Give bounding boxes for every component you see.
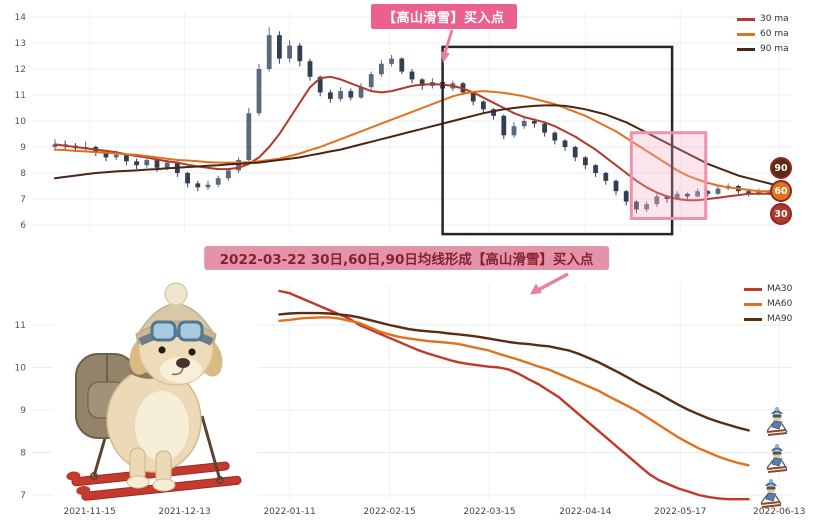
svg-text:8: 8 — [20, 169, 26, 179]
legend-label: 90 ma — [760, 44, 789, 54]
ma90-line-swatch — [737, 48, 755, 51]
highlight-box-dark — [441, 45, 674, 236]
svg-text:6: 6 — [20, 221, 26, 231]
signal-banner: 2022-03-22 30日,60日,90日均线形成【高山滑雪】买入点 — [203, 246, 610, 270]
ma90-line-swatch — [744, 318, 762, 321]
skier-icon — [764, 443, 790, 473]
badge-ma30: 30 — [770, 203, 792, 225]
x-axis-label: 2022-06-13 — [753, 507, 805, 517]
ma30-line-swatch — [744, 288, 762, 291]
ma-line-60ma — [54, 90, 781, 194]
x-axis-label: 2022-05-17 — [654, 507, 706, 517]
legend-label: 60 ma — [760, 29, 789, 39]
ma30-line-swatch — [737, 18, 755, 21]
svg-text:7: 7 — [20, 195, 26, 205]
ski-dog-drawing — [52, 270, 258, 502]
svg-text:8: 8 — [20, 449, 26, 459]
ma-line-90ma — [54, 104, 781, 187]
top-price-chart: 6 7 8 9 10 11 12 13 14 — [15, 12, 792, 236]
legend-item: 90 ma — [737, 44, 789, 55]
top-chart-legend: 30 ma 60 ma 90 ma — [737, 14, 789, 55]
x-axis-label: 2021-12-13 — [158, 507, 210, 517]
legend-item: 60 ma — [737, 29, 789, 40]
skier-icon — [764, 406, 790, 436]
ma-line-MA90 — [278, 311, 750, 432]
buy-label-arrowhead — [440, 51, 450, 63]
bottom-chart-legend: MA30 MA60 MA90 — [744, 284, 792, 325]
x-axis-label: 2022-04-14 — [559, 507, 612, 517]
buy-point-label: 【高山滑雪】买入点 — [371, 4, 517, 29]
ma60-line-swatch — [737, 33, 755, 36]
ma-line-30ma — [54, 75, 781, 202]
x-axis-label: 2022-01-11 — [263, 507, 315, 517]
legend-label: 30 ma — [760, 14, 789, 24]
svg-text:10: 10 — [15, 364, 27, 374]
svg-text:11: 11 — [15, 91, 26, 101]
x-axis-label: 2022-02-15 — [363, 507, 415, 517]
legend-label: MA30 — [767, 284, 793, 294]
ma-line-MA60 — [278, 316, 750, 467]
ma60-line-swatch — [744, 303, 762, 306]
skier-icon — [758, 478, 784, 508]
legend-item: MA30 — [744, 284, 792, 295]
ma-line-MA30 — [278, 289, 750, 501]
highlight-box-pink — [629, 131, 708, 220]
svg-text:9: 9 — [20, 143, 26, 153]
svg-text:10: 10 — [15, 117, 27, 127]
svg-text:14: 14 — [15, 13, 27, 23]
ski-dog-illustration — [50, 264, 262, 512]
badge-ma90: 90 — [770, 157, 792, 179]
legend-item: MA90 — [744, 314, 792, 325]
svg-text:12: 12 — [15, 65, 26, 75]
banner-arrowhead — [530, 283, 542, 295]
svg-text:13: 13 — [15, 39, 26, 49]
svg-text:9: 9 — [20, 406, 26, 416]
x-axis-label: 2021-11-15 — [64, 507, 116, 517]
banner-arrow — [537, 272, 569, 292]
badge-ma60: 60 — [770, 180, 792, 202]
svg-text:7: 7 — [20, 491, 26, 501]
legend-label: MA90 — [767, 314, 793, 324]
legend-item: MA60 — [744, 299, 792, 310]
x-axis-label: 2022-03-15 — [463, 507, 515, 517]
buy-label-arrow — [443, 29, 454, 54]
legend-label: MA60 — [767, 299, 793, 309]
svg-text:11: 11 — [15, 321, 26, 331]
legend-item: 30 ma — [737, 14, 789, 25]
